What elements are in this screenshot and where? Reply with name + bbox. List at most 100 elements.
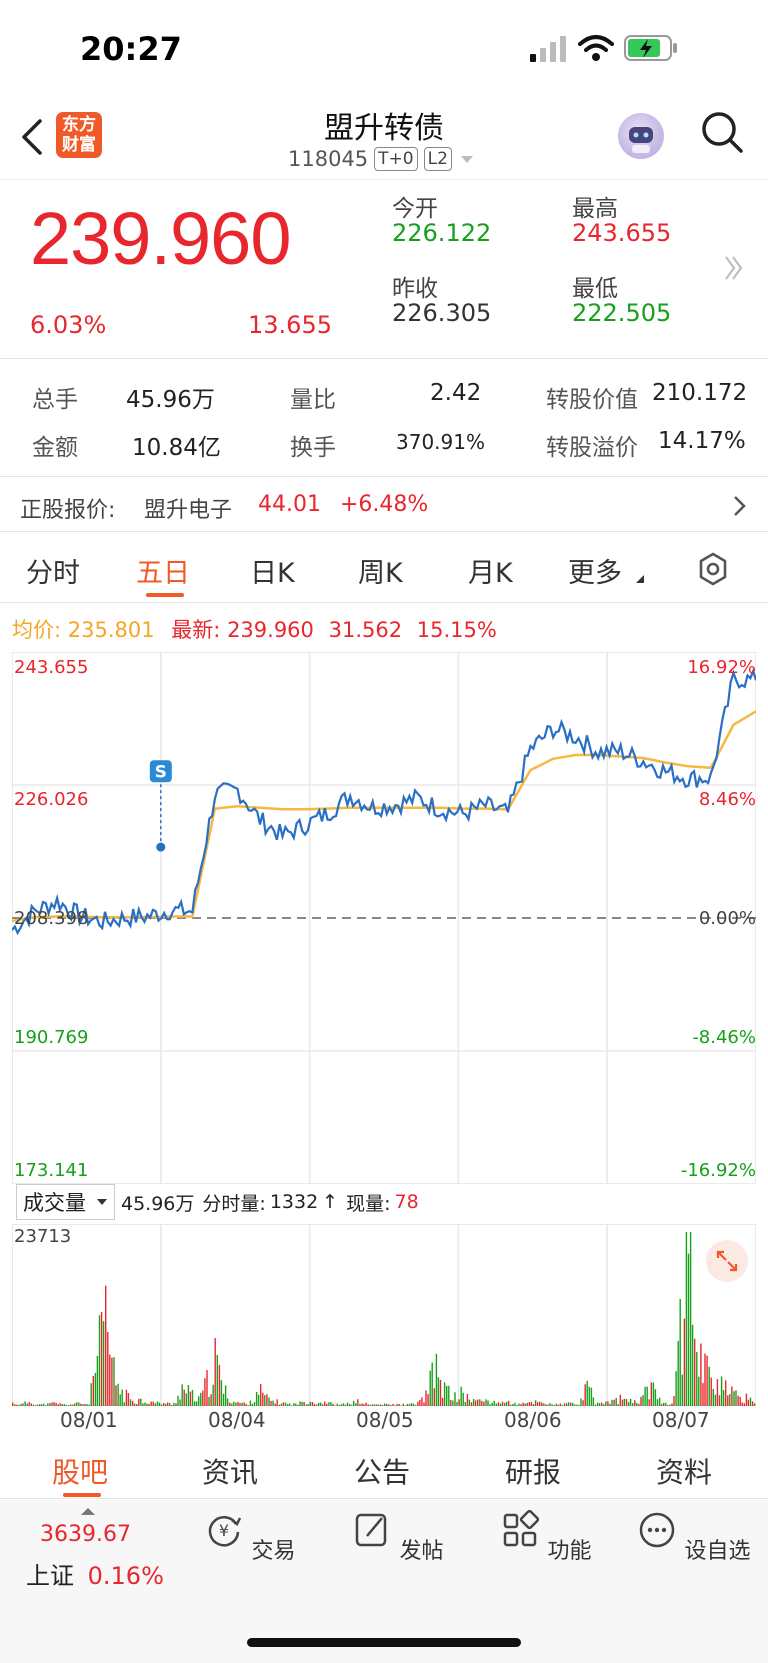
conv-value-label: 转股价值 [546, 387, 638, 413]
volume-bar [512, 1404, 514, 1406]
volume-bar [286, 1404, 289, 1406]
svg-text:¥: ¥ [219, 1521, 229, 1540]
more-corner-icon [636, 575, 644, 583]
post-button[interactable]: 发帖 [338, 1510, 458, 1565]
volume-bar [51, 1402, 53, 1406]
volume-bar [710, 1377, 712, 1406]
volume-bar [545, 1404, 547, 1406]
tab-intraday[interactable]: 分时 [26, 558, 80, 589]
tab-forum[interactable]: 股吧 [52, 1456, 109, 1489]
tab-five-day[interactable]: 五日 [136, 558, 190, 589]
tab-announcements[interactable]: 公告 [354, 1456, 411, 1489]
volume-bar [698, 1376, 700, 1406]
post-label: 发帖 [399, 1539, 444, 1564]
back-icon[interactable] [18, 117, 48, 157]
volume-bar [679, 1299, 681, 1406]
double-chevron-right-icon[interactable] [722, 253, 746, 283]
yuan-refresh-icon: ¥ [209, 1516, 242, 1547]
volume-bar [415, 1405, 417, 1406]
volume-bar [497, 1402, 500, 1406]
volume-bar [136, 1404, 138, 1406]
volume-bar [456, 1402, 458, 1406]
latest-label: 最新: [171, 618, 221, 642]
app-logo[interactable]: 东方 财富 [56, 112, 102, 158]
add-watchlist-button[interactable]: 设自选 [634, 1510, 754, 1565]
gear-icon[interactable] [695, 551, 731, 587]
expand-icon[interactable] [706, 1240, 748, 1282]
volume-bar [470, 1402, 473, 1406]
volume-header: 成交量 45.96万 分时量: 1332 ↑ 现量: 78 [16, 1184, 419, 1220]
volume-bar [189, 1391, 192, 1406]
volume-bar [239, 1403, 241, 1406]
volume-bar [288, 1403, 291, 1406]
trade-button[interactable]: ¥ 交易 [190, 1510, 310, 1565]
volume-bar [67, 1405, 70, 1406]
volume-bar [386, 1403, 388, 1406]
tab-daily-k[interactable]: 日K [250, 558, 295, 589]
conv-value-value: 210.172 [652, 380, 748, 406]
volume-bar [71, 1404, 74, 1406]
volume-bar [743, 1403, 745, 1406]
underlying-stock-row[interactable]: 正股报价: 盟升电子 44.01 +6.48% [0, 478, 768, 532]
minute-volume-value: 1332 [269, 1191, 319, 1213]
volume-bar [677, 1340, 679, 1406]
volume-bar [551, 1404, 553, 1406]
y-right-tick-1: 8.46% [698, 789, 756, 810]
volume-bar [596, 1402, 599, 1406]
turnover-label: 换手 [290, 435, 336, 461]
volume-bars [12, 1232, 756, 1406]
code-row[interactable]: 118045 T+0 L2 [288, 147, 476, 171]
volume-bar [706, 1355, 708, 1406]
volume-bar [171, 1405, 173, 1406]
volume-bar [204, 1378, 206, 1406]
tab-profile[interactable]: 资料 [656, 1456, 713, 1489]
tab-more[interactable]: 更多 [568, 558, 622, 589]
volume-bar [253, 1402, 256, 1406]
tab-research[interactable]: 研报 [505, 1456, 562, 1489]
volume-bar [601, 1402, 603, 1406]
volume-bar [34, 1405, 37, 1406]
volume-bar [727, 1395, 729, 1406]
five-day-price-chart[interactable]: S [12, 652, 756, 1184]
caret-down-icon [460, 156, 473, 163]
tab-weekly-k[interactable]: 周K [358, 558, 403, 589]
volume-bar [437, 1377, 440, 1406]
sell-marker-icon[interactable] [149, 760, 172, 783]
volume-bar [348, 1404, 351, 1406]
volume-bar [396, 1403, 398, 1406]
volume-bar [102, 1321, 105, 1406]
features-button[interactable]: 功能 [486, 1509, 606, 1565]
volume-chart[interactable] [12, 1224, 756, 1406]
premium-value: 14.17% [658, 428, 746, 454]
change-percent: 6.03% [30, 311, 107, 339]
y-left-tick-2: 208.398 [14, 908, 89, 929]
add-watchlist-label: 设自选 [684, 1539, 751, 1564]
amount-label: 金额 [32, 435, 78, 461]
volume-bar [332, 1403, 334, 1406]
volume-bar [309, 1401, 311, 1406]
search-icon[interactable] [700, 110, 744, 154]
volume-bar [268, 1397, 270, 1406]
home-indicator [247, 1638, 521, 1647]
volume-bar [146, 1403, 148, 1406]
volume-bar [264, 1395, 266, 1406]
tab-news[interactable]: 资讯 [202, 1456, 259, 1489]
index-ticker[interactable]: 上证 0.16% [26, 1556, 164, 1591]
volume-bar [270, 1400, 272, 1406]
volume-bar [249, 1400, 252, 1406]
volume-bar [150, 1401, 152, 1406]
volume-bar [119, 1394, 121, 1406]
y-left-tick-3: 190.769 [14, 1027, 89, 1048]
prev-close-label: 昨收 [392, 276, 438, 302]
avg-label: 均价: [12, 618, 62, 642]
volume-bar [357, 1399, 359, 1406]
volume-bar [725, 1380, 727, 1406]
volume-bar [14, 1404, 16, 1406]
volume-bar [47, 1403, 49, 1406]
assistant-robot-icon[interactable] [618, 113, 664, 159]
volume-value: 45.96万 [126, 387, 215, 413]
index-value[interactable]: 3639.67 [40, 1522, 131, 1547]
tab-monthly-k[interactable]: 月K [468, 558, 513, 589]
indicator-select[interactable]: 成交量 [16, 1184, 115, 1220]
volume-bar [410, 1403, 413, 1406]
